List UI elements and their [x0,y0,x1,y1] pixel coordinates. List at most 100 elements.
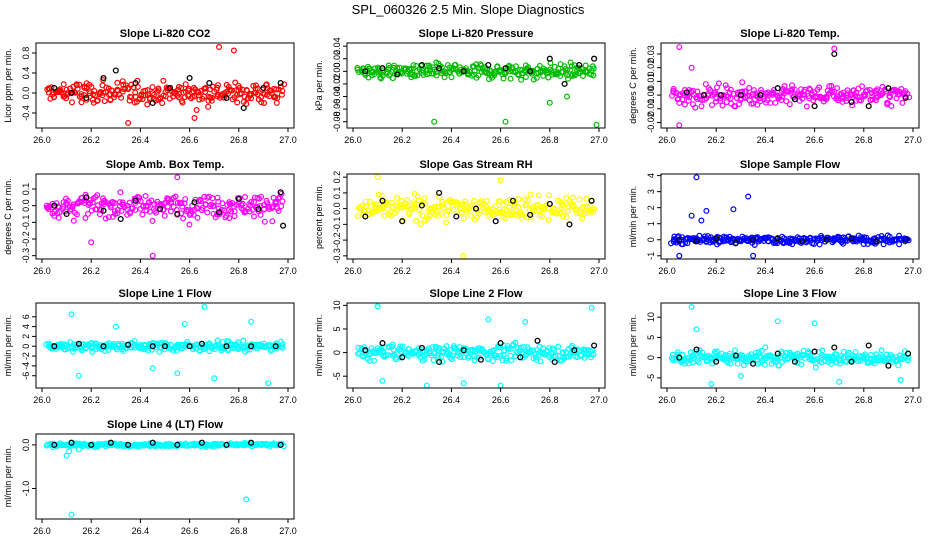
reference-point [149,99,156,107]
outlier-point [68,311,75,318]
reference-point [100,207,107,214]
x-tick-label: 26.8 [230,135,248,145]
data-point [512,339,519,346]
y-tick-label: 6 [21,314,31,319]
data-point [261,218,268,225]
data-point [170,203,177,210]
reference-point [125,341,132,348]
data-point [394,194,401,201]
reference-point [831,50,838,58]
data-point [681,101,688,108]
data-point [243,100,250,107]
y-tick-label: -0.08 [332,111,342,132]
data-point [695,359,702,366]
data-point [86,90,93,97]
outlier-point [698,217,705,224]
data-point [243,86,250,93]
data-point [462,201,469,208]
reference-point [379,65,386,72]
y-tick-label: 0.01 [646,73,656,91]
x-tick-label: 26.2 [82,135,100,145]
reference-point [865,103,872,110]
data-point [515,203,522,210]
data-point [512,63,519,70]
data-point [254,91,261,98]
data-point [554,210,561,217]
data-point [731,347,738,354]
data-point [377,349,384,356]
y-tick-label: -0.1 [21,215,31,231]
data-point [570,203,577,210]
data-point [207,203,214,210]
outlier-point [497,382,504,389]
x-tick-label: 26.4 [132,266,150,276]
data-point [354,213,361,220]
y-tick-label: 0.0 [21,87,31,100]
data-point [536,343,543,350]
y-tick-label: 5 [332,326,342,331]
data-point [467,212,474,219]
data-point [448,74,455,81]
x-tick-label: 26.6 [492,266,510,276]
data-point [415,197,422,204]
reference-point [453,213,460,220]
panel-9: Slope Line 3 Flow 26.0 26.2 26.4 26.6 26.8 27.… [628,288,922,405]
data-point [269,203,276,210]
outlier-point [676,122,683,129]
data-point [443,343,450,350]
plot-frame [35,433,295,520]
reference-point [831,344,838,351]
reference-point [848,98,855,106]
data-point [471,197,478,204]
panel-4: Slope Amb. Box Temp. 26.0 26.2 26.4 26.6 26.8… [3,159,297,276]
data-point [557,209,564,216]
panel-3: Slope Li-820 Temp. 26.0 26.2 26.4 26.6 26.8 27… [628,28,922,145]
data-point [819,347,826,354]
data-point [117,189,124,196]
data-point [68,99,75,106]
outlier-point [243,496,250,503]
reference-point [174,441,181,448]
data-point [814,93,821,100]
reference-point [51,84,58,92]
data-point [508,357,515,364]
outlier-point [693,174,700,181]
data-point [905,354,912,361]
data-point [576,210,583,217]
data-point [751,242,758,249]
reference-point [774,85,781,92]
data-point [121,85,128,92]
x-tick-label: 26.4 [757,135,775,145]
data-point [450,206,457,213]
data-point [228,208,235,215]
data-point [196,96,203,103]
data-point [561,63,568,70]
reference-point [576,61,583,69]
reference-point [823,236,830,243]
data-point [114,79,121,86]
data-point [263,81,270,88]
data-point [906,94,913,101]
data-point [275,208,282,215]
data-point [278,91,285,98]
data-point [94,97,101,104]
reference-point [873,238,880,245]
data-point [194,214,201,221]
data-point [404,197,411,204]
reference-point [750,360,757,367]
data-point [506,204,513,211]
x-tick-label: 26.2 [393,266,411,276]
outlier-point [831,45,838,52]
x-tick-label: 27.0 [279,526,297,536]
data-point [727,95,734,102]
data-point [55,214,62,221]
x-tick-label: 26.2 [393,395,411,405]
plot-frame [660,173,920,260]
data-point [419,212,426,219]
data-point [274,94,281,101]
data-point [366,198,373,205]
reference-point [700,92,707,99]
data-point [146,94,153,101]
data-point [279,341,286,348]
data-point [145,202,152,209]
